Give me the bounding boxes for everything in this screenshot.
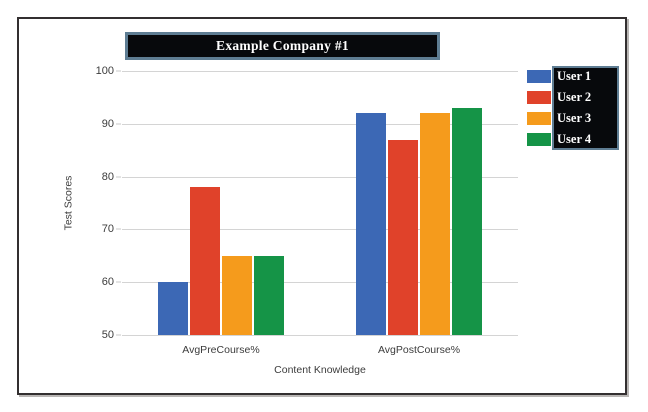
y-axis-tick-mark <box>116 123 121 125</box>
bar-group: AvgPostCourse% <box>320 71 518 356</box>
y-axis-tick-mark <box>116 176 121 178</box>
bar[interactable] <box>420 113 450 335</box>
chart-legend: User 1 User 2 User 3 User 4 <box>527 66 619 150</box>
chart-title-box: Example Company #1 <box>125 32 440 60</box>
legend-label: User 1 <box>557 68 592 83</box>
legend-rows: User 1 User 2 User 3 User 4 <box>527 66 619 149</box>
legend-swatch <box>527 90 551 104</box>
legend-item[interactable]: User 4 <box>527 129 619 149</box>
y-axis-tick-label: 90 <box>101 117 114 130</box>
y-axis-tick-mark <box>116 228 121 230</box>
legend-swatch <box>527 132 551 146</box>
gridline <box>122 176 518 178</box>
x-axis-title: Content Knowledge <box>274 364 366 376</box>
document-frame: Example Company #1 50 60 70 80 90 100 AvgPreCo… <box>17 17 627 395</box>
y-axis-tick-label: 80 <box>101 170 114 183</box>
bar[interactable] <box>190 187 220 335</box>
gridline <box>122 229 518 231</box>
x-axis-category-label: AvgPostCourse% <box>377 344 461 356</box>
x-axis-category-label: AvgPreCourse% <box>182 344 260 356</box>
gridline <box>122 123 518 125</box>
legend-swatch <box>527 111 551 125</box>
legend-label: User 4 <box>557 131 592 146</box>
y-axis-title: Test Scores <box>61 71 75 335</box>
gridline <box>122 71 518 72</box>
plot-area: 50 60 70 80 90 100 AvgPreCourse% AvgPostCourse% <box>96 65 518 356</box>
bar[interactable] <box>222 255 252 335</box>
legend-textbox <box>552 66 619 150</box>
y-axis-tick-label: 50 <box>101 329 114 341</box>
bar-chart: Example Company #1 50 60 70 80 90 100 AvgPreCo… <box>19 19 625 393</box>
y-axis-tick-label: 100 <box>95 65 114 77</box>
y-axis-tick-mark <box>116 281 121 283</box>
legend-item[interactable]: User 3 <box>527 108 619 128</box>
y-axis-tick-label: 60 <box>101 276 114 289</box>
bar-group: AvgPreCourse% <box>122 71 320 356</box>
bar[interactable] <box>388 139 418 335</box>
legend-item[interactable]: User 1 <box>527 66 619 86</box>
bar[interactable] <box>158 282 188 335</box>
legend-item[interactable]: User 2 <box>527 87 619 107</box>
chart-title: Example Company #1 <box>216 38 349 53</box>
gridline <box>122 335 518 336</box>
y-axis-tick-label: 70 <box>101 223 114 236</box>
y-axis-title-text: Test Scores <box>62 175 75 231</box>
bar[interactable] <box>356 113 386 335</box>
gridline <box>122 282 518 284</box>
y-axis-tick-mark <box>116 334 121 336</box>
bar[interactable] <box>254 255 284 335</box>
legend-swatch <box>527 69 551 83</box>
legend-label: User 2 <box>557 89 592 104</box>
bar[interactable] <box>452 107 482 335</box>
y-axis-tick-mark <box>116 70 121 72</box>
legend-label: User 3 <box>557 110 592 125</box>
